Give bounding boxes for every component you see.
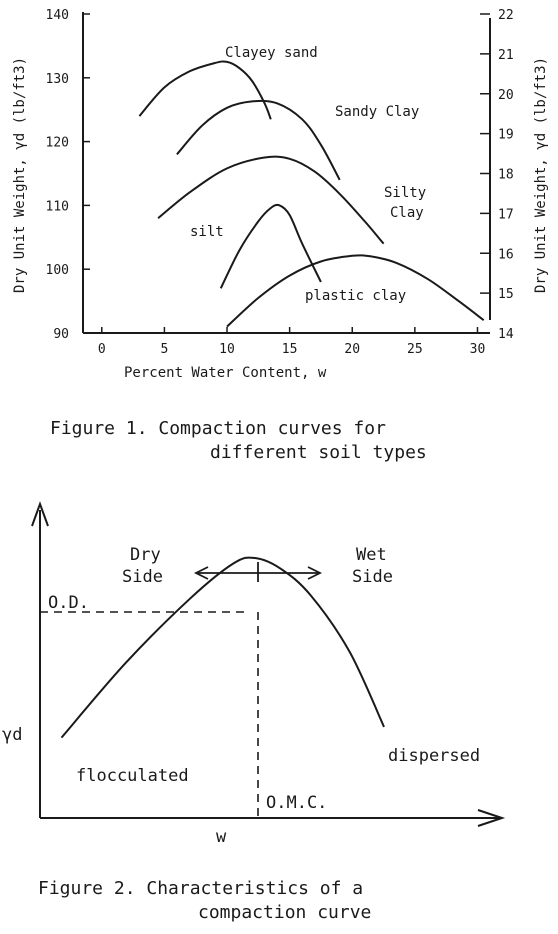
right-y-axis-title: Dry Unit Weight, γd (lb/ft3): [533, 57, 549, 293]
x-axis-title: Percent Water Content, w: [124, 365, 327, 381]
left-y-tick-label: 120: [46, 136, 69, 151]
left-y-tick-label: 110: [46, 199, 69, 214]
left-y-tick-label: 130: [46, 72, 69, 87]
right-y-tick-label: 16: [498, 247, 514, 262]
y-axis-title: γd: [2, 725, 22, 745]
right-y-tick-label: 14: [498, 327, 514, 342]
x-tick-label: 15: [282, 342, 298, 357]
wet-side-label-line-2: Side: [352, 567, 393, 587]
figure-2-caption-line-1: Figure 2. Characteristics of a: [38, 878, 363, 899]
x-tick-label: 5: [160, 342, 168, 357]
right-y-tick-label: 18: [498, 168, 514, 183]
right-y-tick-label: 21: [498, 48, 514, 63]
x-tick-labels: 0 5 10 15 20 25 30: [98, 327, 485, 357]
y-axis-arrowhead: [31, 501, 49, 527]
curve-clayey-sand: [138, 60, 272, 120]
label-clayey-sand: Clayey sand: [225, 45, 318, 61]
figure-2-diagram: Dry Side Wet Side O.D. O.M.C. flocculate…: [2, 501, 506, 923]
left-y-axis-title: Dry Unit Weight, γd (lb/ft3): [12, 57, 28, 293]
wet-side-label-line-1: Wet: [356, 545, 387, 565]
left-y-tick-labels: 90 100 110 120 130 140: [46, 8, 90, 342]
left-y-tick-label: 100: [46, 263, 69, 278]
dispersed-label: dispersed: [388, 746, 480, 766]
omc-label: O.M.C.: [266, 793, 327, 813]
curve-silt: [219, 203, 322, 289]
x-tick-label: 30: [470, 342, 486, 357]
x-tick-label: 25: [407, 342, 423, 357]
right-y-tick-label: 19: [498, 128, 514, 143]
label-plastic-clay: plastic clay: [305, 288, 406, 304]
right-y-tick-label: 17: [498, 207, 514, 222]
left-y-tick-label: 90: [53, 327, 69, 342]
left-y-tick-label: 140: [46, 8, 69, 23]
curve-plastic-clay: [226, 254, 485, 328]
figure-1-caption-line-1: Figure 1. Compaction curves for: [50, 418, 386, 439]
x-axis-title: w: [216, 827, 227, 847]
figure-2-caption-line-2: compaction curve: [198, 902, 371, 923]
figure-1-caption-line-2: different soil types: [210, 442, 427, 463]
compaction-curve: [60, 556, 385, 739]
compaction-curves: [138, 60, 485, 328]
od-label: O.D.: [48, 593, 89, 613]
plot-frame: [82, 12, 491, 334]
right-y-tick-labels: 14 15 16 17 18 19 20 21 22: [480, 8, 514, 342]
label-silt: silt: [190, 224, 224, 240]
x-axis-arrowhead: [477, 809, 506, 827]
label-silty: Silty: [384, 185, 426, 201]
flocculated-label: flocculated: [76, 766, 189, 786]
axes: [31, 501, 506, 827]
dry-wet-arrow: [193, 562, 323, 582]
label-sandy-clay: Sandy Clay: [335, 104, 419, 120]
label-clay: Clay: [390, 205, 424, 221]
dry-side-label-line-2: Side: [122, 567, 163, 587]
right-y-tick-label: 20: [498, 88, 514, 103]
right-y-tick-label: 22: [498, 8, 514, 23]
x-tick-label: 0: [98, 342, 106, 357]
curve-sandy-clay: [176, 99, 341, 181]
x-tick-label: 10: [219, 342, 235, 357]
curve-silty-clay: [157, 155, 385, 245]
right-y-tick-label: 15: [498, 287, 514, 302]
dry-side-label-line-1: Dry: [130, 545, 161, 565]
x-tick-label: 20: [344, 342, 360, 357]
